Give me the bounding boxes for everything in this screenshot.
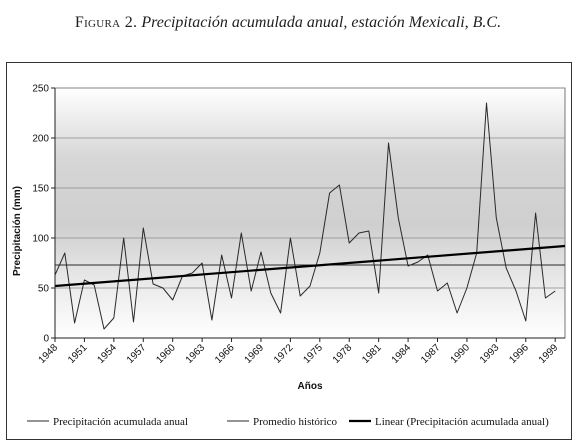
legend-label-average: Promedio histórico xyxy=(253,416,338,428)
x-tick-label-1984: 1984 xyxy=(390,342,414,366)
x-tick-label-1969: 1969 xyxy=(243,342,267,366)
legend-label-trend: Linear (Precipitación acumulada anual) xyxy=(375,416,549,428)
x-tick-label-1957: 1957 xyxy=(125,342,149,366)
y-tick-label-250: 250 xyxy=(32,84,49,95)
x-tick-label-1975: 1975 xyxy=(301,342,325,366)
legend-label-precipitation: Precipitación acumulada anual xyxy=(53,416,188,428)
x-tick-label-1948: 1948 xyxy=(37,342,61,366)
y-tick-label-150: 150 xyxy=(32,184,49,195)
x-tick-label-1987: 1987 xyxy=(419,342,443,366)
x-tick-label-1999: 1999 xyxy=(537,342,561,366)
x-tick-label-1996: 1996 xyxy=(507,342,531,366)
x-tick-label-1981: 1981 xyxy=(360,342,384,366)
x-tick-label-1963: 1963 xyxy=(184,342,208,366)
x-tick-label-1978: 1978 xyxy=(331,342,355,366)
figure-label: Figura 2. xyxy=(74,14,138,31)
x-tick-label-1966: 1966 xyxy=(213,342,237,366)
x-tick-label-1990: 1990 xyxy=(449,342,473,366)
chart-frame: 0 50 100 150 200 250 1948 1951 1954 1957 1960 1963 1… xyxy=(6,62,572,440)
y-tick-label-100: 100 xyxy=(32,234,49,245)
y-tick-label-0: 0 xyxy=(43,334,49,345)
figure-caption: Figura 2. Precipitación acumulada anual,… xyxy=(0,14,576,32)
x-tick-label-1960: 1960 xyxy=(154,342,178,366)
legend: Precipitación acumulada anual Promedio h… xyxy=(27,416,549,428)
x-tick-label-1993: 1993 xyxy=(478,342,502,366)
plot-area xyxy=(54,87,566,339)
x-tick-label-1951: 1951 xyxy=(66,342,90,366)
y-tick-label-200: 200 xyxy=(32,134,49,145)
figure-caption-text: Precipitación acumulada anual, estación … xyxy=(141,14,502,31)
precipitation-line xyxy=(54,102,556,330)
x-axis-label: Años xyxy=(298,381,323,392)
x-tick-label-1954: 1954 xyxy=(95,342,119,366)
y-axis-label: Precipitación (mm) xyxy=(12,186,23,276)
y-tick-label-50: 50 xyxy=(38,284,50,295)
x-tick-label-1972: 1972 xyxy=(272,342,296,366)
trend-line xyxy=(54,244,566,288)
